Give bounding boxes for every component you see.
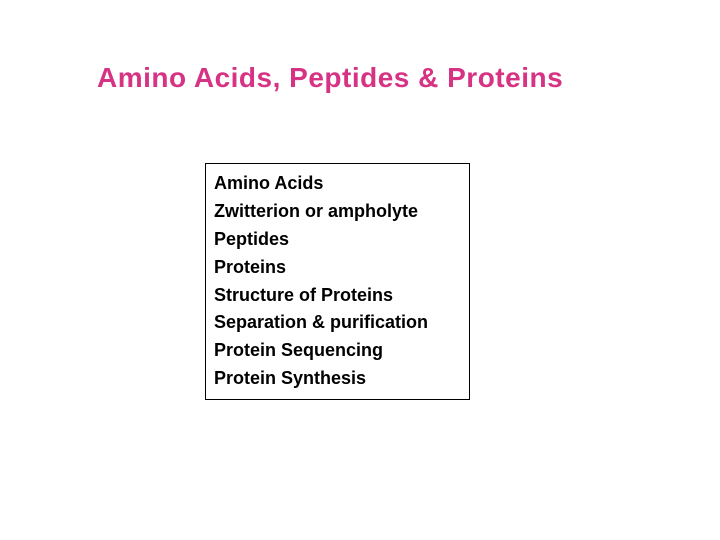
list-item: Protein Synthesis: [214, 365, 461, 393]
list-item: Protein Sequencing: [214, 337, 461, 365]
list-item: Separation & purification: [214, 309, 461, 337]
page-title: Amino Acids, Peptides & Proteins: [97, 62, 563, 94]
topics-box: Amino Acids Zwitterion or ampholyte Pept…: [205, 163, 470, 400]
list-item: Structure of Proteins: [214, 282, 461, 310]
list-item: Proteins: [214, 254, 461, 282]
list-item: Zwitterion or ampholyte: [214, 198, 461, 226]
list-item: Peptides: [214, 226, 461, 254]
list-item: Amino Acids: [214, 170, 461, 198]
